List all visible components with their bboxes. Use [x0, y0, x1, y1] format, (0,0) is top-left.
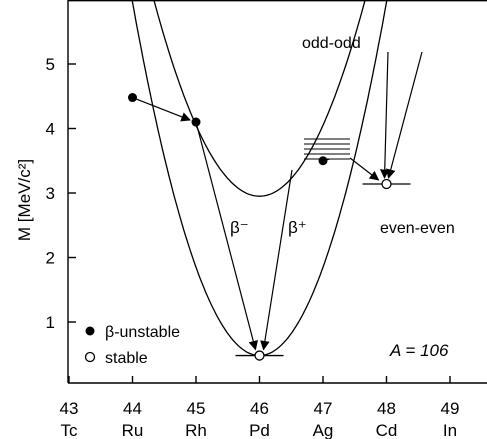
x-tick-label-element: Pd — [249, 421, 270, 439]
x-tick-label-element: Ag — [313, 421, 334, 439]
beta-plus-label: β⁺ — [288, 218, 307, 237]
legend: β-unstable stable — [84, 324, 180, 367]
odd-odd-label: odd-odd — [302, 35, 361, 52]
unstable-nucleus-point — [128, 93, 137, 103]
decay-arrow — [349, 157, 380, 181]
legend-unstable-label: β-unstable — [105, 324, 180, 341]
decay-arrow — [132, 96, 191, 122]
x-tick-label-z: 45 — [187, 399, 206, 418]
decay-arrow — [379, 51, 390, 179]
y-tick-label: 1 — [46, 313, 55, 332]
y-tick-label: 5 — [46, 55, 55, 74]
stable-nucleus-point — [381, 178, 392, 190]
y-tick-label: 3 — [46, 184, 55, 203]
x-tick-label-element: In — [443, 421, 457, 439]
y-axis-label: M [MeV/c²] — [15, 159, 34, 241]
beta-minus-label: β⁻ — [230, 218, 249, 237]
unstable-nucleus-point — [318, 156, 328, 166]
x-tick-label-element: Ru — [122, 421, 144, 439]
even-even-label: even-even — [380, 220, 455, 237]
unstable-nucleus-point — [191, 117, 201, 127]
even-even-parabola — [131, 0, 388, 357]
legend-stable-label: stable — [105, 350, 148, 367]
x-tick-label-z: 48 — [377, 399, 396, 418]
y-tick-label: 2 — [46, 249, 55, 268]
decay-arrow — [386, 51, 423, 179]
legend-unstable-marker — [85, 326, 95, 336]
x-tick-label-z: 44 — [123, 399, 142, 418]
legend-stable-marker — [84, 351, 96, 363]
decay-arrow — [260, 169, 293, 351]
x-tick-label-z: 46 — [250, 399, 269, 418]
x-tick-label-z: 43 — [60, 399, 79, 418]
mass-number-label: A = 106 — [389, 341, 449, 360]
decay-arrow — [195, 121, 258, 351]
x-tick-label-element: Rh — [185, 421, 207, 439]
x-tick-label-element: Tc — [61, 421, 79, 439]
stable-nucleus-point — [254, 350, 265, 361]
x-tick-label-z: 47 — [314, 399, 333, 418]
level-ladder — [304, 138, 350, 160]
odd-odd-parabola — [153, 0, 366, 197]
y-tick-label: 4 — [46, 120, 55, 139]
x-tick-label-z: 49 — [441, 399, 460, 418]
x-tick-label-element: Cd — [376, 421, 398, 439]
